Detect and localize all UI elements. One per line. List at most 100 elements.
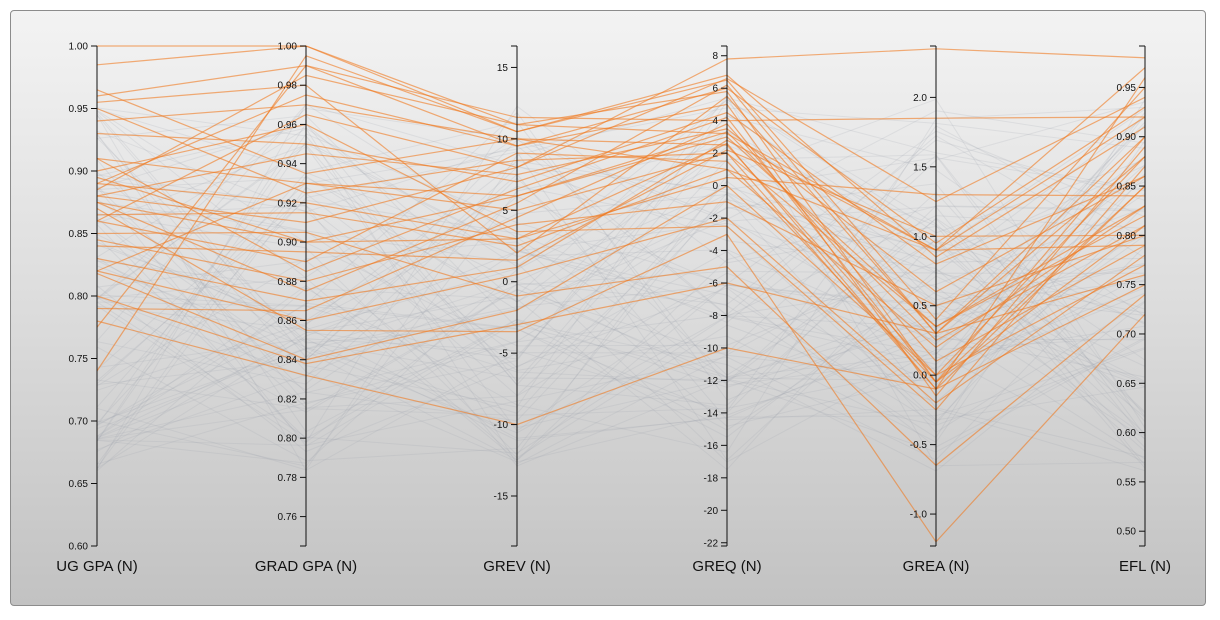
- background-line: [96, 106, 1146, 453]
- background-line: [96, 185, 1146, 421]
- tick-label: 2.0: [913, 93, 927, 104]
- tick-label: 5: [502, 206, 508, 217]
- tick-label: 0.86: [278, 316, 298, 327]
- tick-label: -2: [709, 214, 718, 225]
- tick-label: -4: [709, 246, 718, 257]
- tick-label: 6: [712, 84, 718, 95]
- background-line: [96, 195, 1146, 386]
- tick-label: 0.85: [1117, 182, 1137, 193]
- tick-label: 0: [502, 277, 508, 288]
- tick-label: 0.82: [278, 394, 298, 405]
- highlighted-line: [96, 184, 1146, 376]
- tick-label: 0.70: [69, 417, 89, 428]
- tick-label: 0.88: [278, 277, 298, 288]
- background-line: [96, 175, 1146, 465]
- background-line: [96, 237, 1146, 472]
- tick-label: 0.76: [278, 512, 298, 523]
- highlighted-line: [96, 84, 1146, 335]
- background-line: [96, 107, 1146, 316]
- background-line: [96, 122, 1146, 442]
- background-line: [96, 285, 1146, 453]
- highlighted-line: [96, 131, 1146, 342]
- highlighted-line: [96, 116, 1146, 383]
- axis-3: -15 -10 -5 0 5 10 15 GREV (N): [483, 45, 551, 575]
- highlighted-line: [97, 45, 1146, 251]
- highlighted-line: [96, 139, 1146, 302]
- background-line: [96, 100, 1146, 408]
- background-line: [96, 274, 1146, 413]
- highlighted-line: [96, 77, 1146, 391]
- background-line: [96, 107, 1146, 406]
- highlighted-line: [96, 45, 1146, 321]
- highlighted-line: [96, 84, 1146, 335]
- highlighted-line: [96, 136, 1146, 328]
- axis-1: 0.60 0.65 0.70 0.75 0.80 0.85 0.90 0.95 1.00 UG G…: [56, 42, 137, 576]
- tick-label: -6: [709, 279, 718, 290]
- background-line: [96, 177, 1146, 378]
- axis-5: -1.0 -0.5 0.0 0.5 1.0 1.5 2.0 GREA (N): [903, 45, 970, 575]
- background-line: [96, 222, 1146, 437]
- axis-title: GREA (N): [903, 558, 970, 575]
- tick-label: -5: [499, 349, 508, 360]
- background-line: [96, 130, 1146, 331]
- background-line: [96, 124, 1146, 378]
- background-line: [96, 136, 1146, 338]
- axis-6: 0.50 0.55 0.60 0.65 0.70 0.75 0.80 0.85 0.90 0.95…: [1117, 45, 1171, 575]
- tick-label: -20: [704, 506, 719, 517]
- background-line: [96, 99, 1146, 469]
- background-line: [96, 218, 1146, 443]
- tick-label: 0.5: [913, 301, 927, 312]
- background-line: [96, 144, 1146, 458]
- background-line: [96, 133, 1146, 460]
- tick-label: 0: [712, 181, 718, 192]
- tick-label: 10: [497, 134, 509, 145]
- background-line: [96, 190, 1146, 463]
- highlighted-line: [96, 55, 1146, 372]
- background-line: [96, 154, 1146, 437]
- tick-label: 0.80: [278, 434, 298, 445]
- tick-label: 0.50: [1117, 527, 1137, 538]
- background-line: [96, 164, 1146, 434]
- highlighted-line: [96, 217, 1146, 404]
- tick-label: 4: [712, 116, 718, 127]
- tick-label: 0.65: [1117, 379, 1137, 390]
- background-line: [96, 97, 1146, 471]
- background-line: [96, 110, 1146, 439]
- background-line: [96, 125, 1146, 412]
- tick-label: 0.84: [278, 355, 298, 366]
- tick-label: -10: [704, 343, 719, 354]
- highlighted-line: [96, 74, 1146, 384]
- background-line: [96, 198, 1146, 461]
- highlighted-line: [96, 168, 1146, 349]
- background-line: [96, 110, 1146, 459]
- background-line: [96, 109, 1146, 347]
- background-line: [96, 245, 1146, 461]
- background-line: [96, 145, 1146, 432]
- tick-label: -18: [704, 473, 719, 484]
- background-line: [96, 123, 1146, 440]
- background-line: [96, 130, 1146, 427]
- highlighted-line: [96, 107, 1146, 328]
- chart-frame: 0.60 0.65 0.70 0.75 0.80 0.85 0.90 0.95 1.00 UG G…: [10, 10, 1206, 606]
- background-line: [96, 241, 1146, 427]
- background-line: [96, 191, 1146, 422]
- highlighted-lines: [96, 45, 1146, 543]
- background-line: [96, 116, 1146, 451]
- tick-label: 0.60: [69, 542, 89, 553]
- background-line: [96, 129, 1146, 385]
- tick-label: 0.95: [1117, 83, 1137, 94]
- tick-label: 8: [712, 51, 718, 62]
- tick-label: -16: [704, 441, 719, 452]
- tick-label: 0.90: [69, 167, 89, 178]
- highlighted-line: [96, 284, 1146, 426]
- background-line: [96, 338, 1146, 441]
- background-line: [96, 107, 1146, 370]
- tick-label: -14: [704, 408, 719, 419]
- axis-title: GREQ (N): [692, 558, 761, 575]
- tick-label: 0.75: [69, 354, 89, 365]
- axis-title: GRAD GPA (N): [255, 558, 357, 575]
- background-line: [96, 205, 1146, 467]
- tick-label: 0.78: [278, 473, 298, 484]
